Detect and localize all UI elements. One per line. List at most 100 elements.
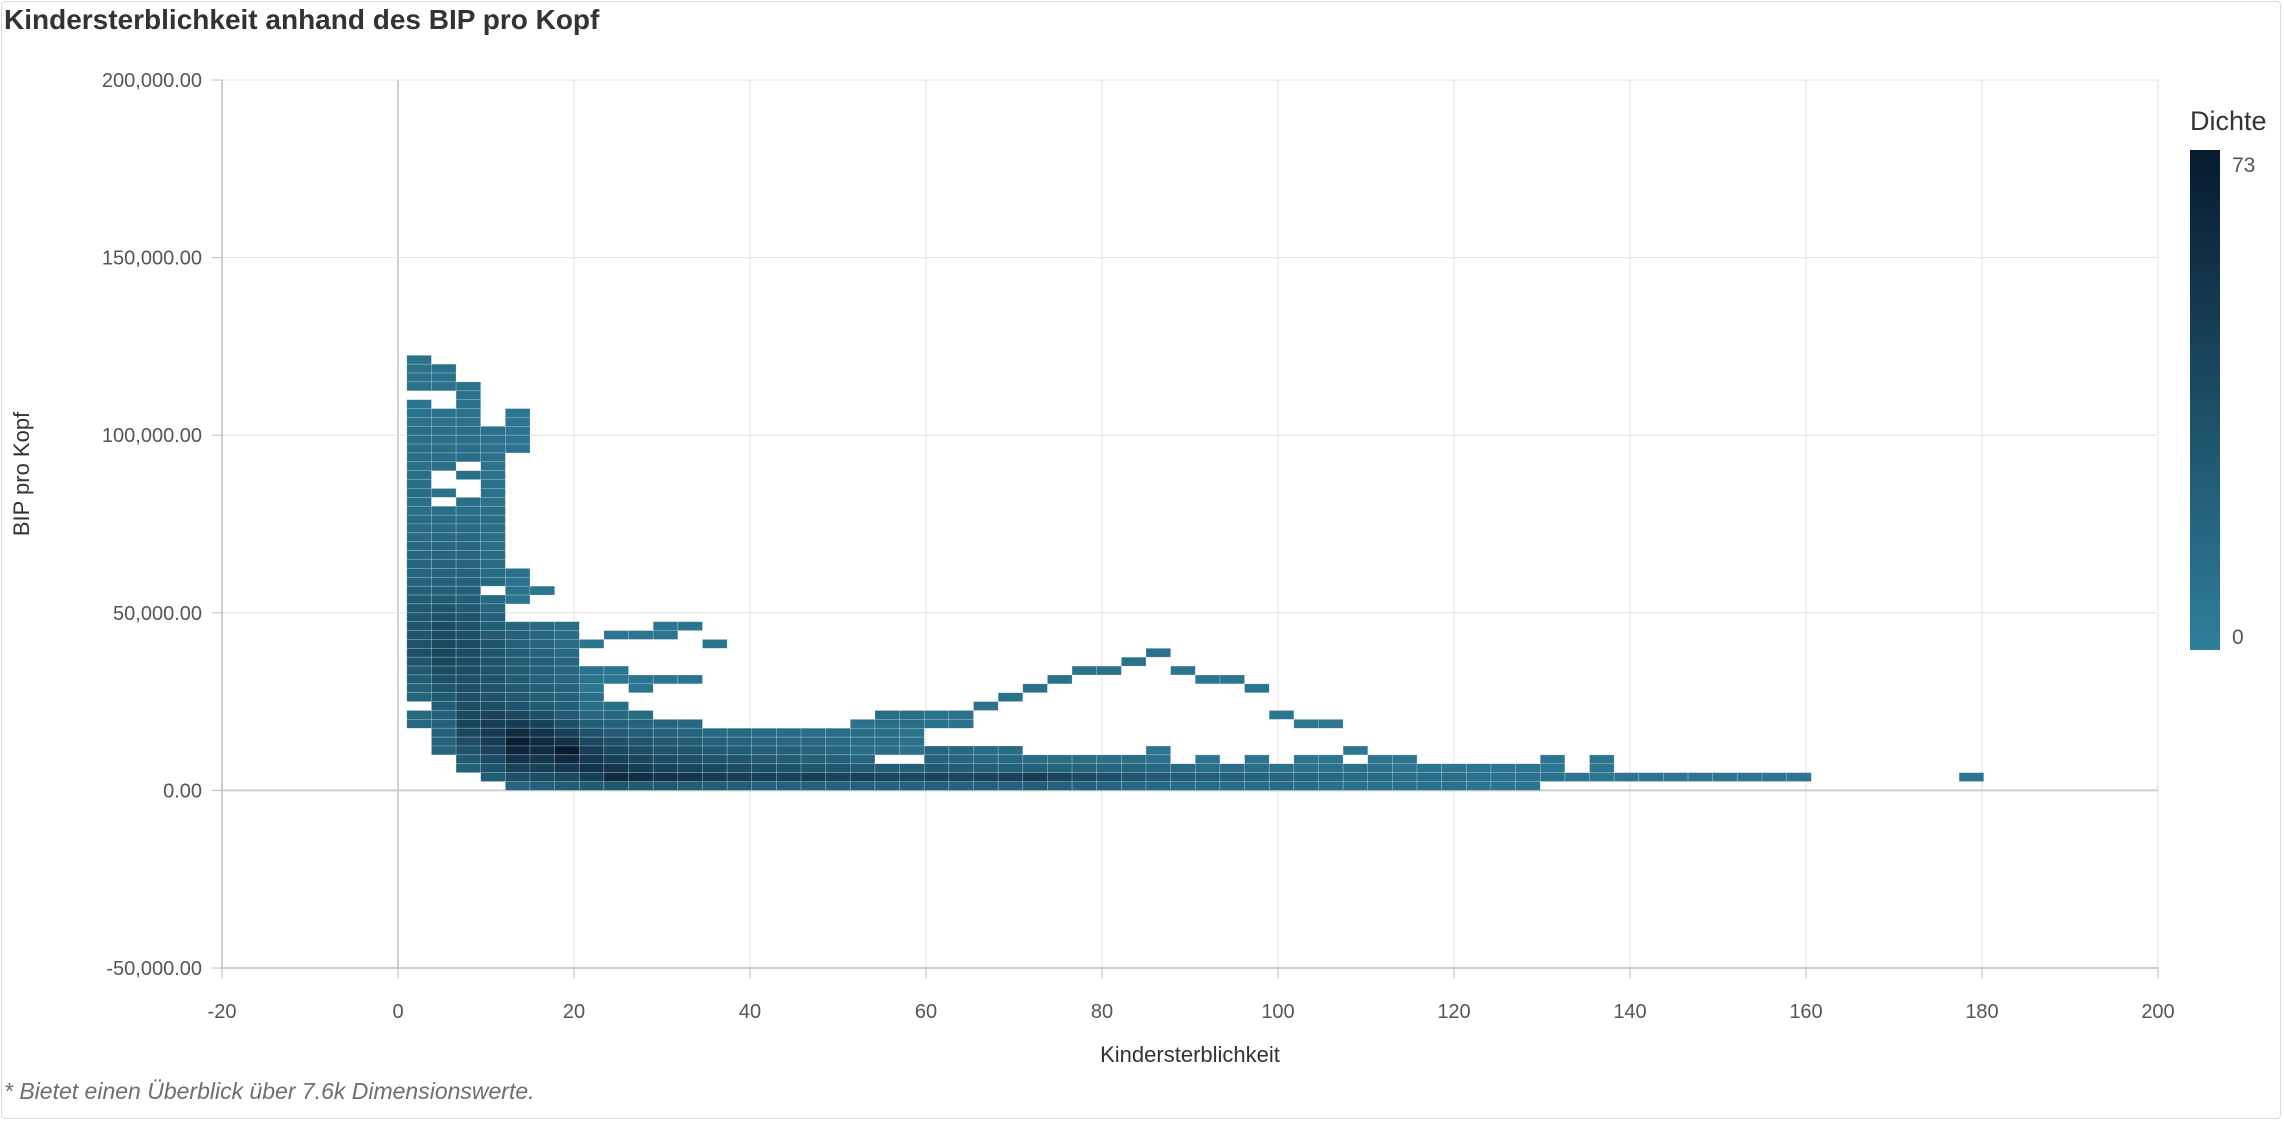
heatmap-cell [529,754,555,765]
heatmap-cell [505,434,531,445]
heatmap-cell [702,772,728,782]
heatmap-cell [480,532,506,543]
heatmap-cell [825,736,851,747]
heatmap-cell [455,426,482,436]
heatmap-cell [850,727,876,738]
x-tick-label: 80 [1091,1001,1113,1023]
heatmap-cell [1392,772,1418,782]
heatmap-cell [505,630,531,640]
heatmap-cell [529,710,555,720]
x-tick-label: 180 [1965,1001,1998,1023]
heatmap-cell [529,719,555,729]
heatmap-cell [997,772,1024,782]
heatmap-cell [455,452,482,463]
heatmap-cell [923,745,950,756]
heatmap-cell [406,559,432,569]
heatmap-cell [726,727,753,738]
heatmap-cell [406,372,432,383]
heatmap-cell [480,665,506,676]
heatmap-cell [628,719,654,729]
heatmap-cell [874,719,900,729]
heatmap-cell [973,772,999,782]
heatmap-cell [628,630,654,640]
heatmap-cell [1145,781,1171,791]
heatmap-cell [1293,781,1319,791]
heatmap-cell [480,648,506,658]
heatmap-cell [406,568,432,578]
heatmap-cell [505,585,531,596]
heatmap-cell [406,612,432,622]
heatmap-cell [1071,772,1098,782]
heatmap-cell [850,754,876,765]
heatmap-cell [505,443,531,454]
heatmap-cell [1613,772,1640,782]
heatmap-cell [578,683,605,694]
heatmap-cell [406,550,432,560]
heatmap-cell [455,417,482,427]
heatmap-cell [603,763,629,773]
heatmap-cell [505,417,531,427]
y-tick-label: 0.00 [163,780,202,802]
heatmap-cell [431,594,457,605]
heatmap-cell [726,763,753,773]
heatmap-cell [480,719,506,729]
heatmap-cell [505,576,531,587]
heatmap-cell [480,630,506,640]
heatmap-cell [825,781,851,791]
heatmap-cell [455,754,482,765]
heatmap-cell [1244,683,1270,694]
heatmap-cell [529,665,555,676]
heatmap-cell [997,745,1024,756]
x-tick-label: 100 [1261,1001,1294,1023]
x-tick-label: 0 [392,1001,403,1023]
heatmap-cell [1441,781,1467,791]
heatmap-cell [431,745,457,756]
heatmap-cell [554,719,580,729]
heatmap-cell [628,710,654,720]
heatmap-cell [850,745,876,756]
heatmap-cell [480,754,506,765]
y-tick-label: 100,000.00 [102,425,202,447]
heatmap-cell [554,692,580,702]
heatmap-cell [628,745,654,756]
heatmap-cell [1096,763,1122,773]
heatmap-cell [1096,772,1122,782]
heatmap-cell [1367,772,1393,782]
heatmap-cell [1194,763,1221,773]
heatmap-cell [603,754,629,765]
heatmap-cell [677,727,703,738]
heatmap-cell [578,719,605,729]
heatmap-cell [480,550,506,560]
heatmap-cell [431,408,457,418]
heatmap-cell [1121,772,1147,782]
x-axis-label: Kindersterblichkeit [1100,1042,1280,1067]
heatmap-cell [455,381,482,392]
heatmap-cell [431,710,457,720]
heatmap-cell [554,701,580,711]
heatmap-cell [431,692,457,702]
heatmap-cell [529,763,555,773]
heatmap-cell [578,727,605,738]
heatmap-cell [554,630,580,640]
heatmap-cell [726,754,753,765]
heatmap-cell [776,763,802,773]
heatmap-cell [455,763,482,773]
heatmap-cell [652,727,679,738]
heatmap-cell [480,470,506,480]
heatmap-cell [1194,754,1221,765]
footnote: * Bietet einen Überblick über 7.6k Dimen… [4,1078,535,1104]
heatmap-cell [874,745,900,756]
heatmap-cell [480,772,506,782]
heatmap-cell [455,648,482,658]
heatmap-cell [406,479,432,489]
heatmap-cell [800,781,826,791]
heatmap-cell [1194,781,1221,791]
heatmap-cell [1121,754,1147,765]
heatmap-cell [628,683,654,694]
heatmap-cell [455,541,482,551]
heatmap-cell [652,772,679,782]
heatmap-cell [776,772,802,782]
heatmap-cell [874,710,900,720]
y-tick-label: -50,000.00 [106,958,202,980]
heatmap-cell [1318,781,1344,791]
